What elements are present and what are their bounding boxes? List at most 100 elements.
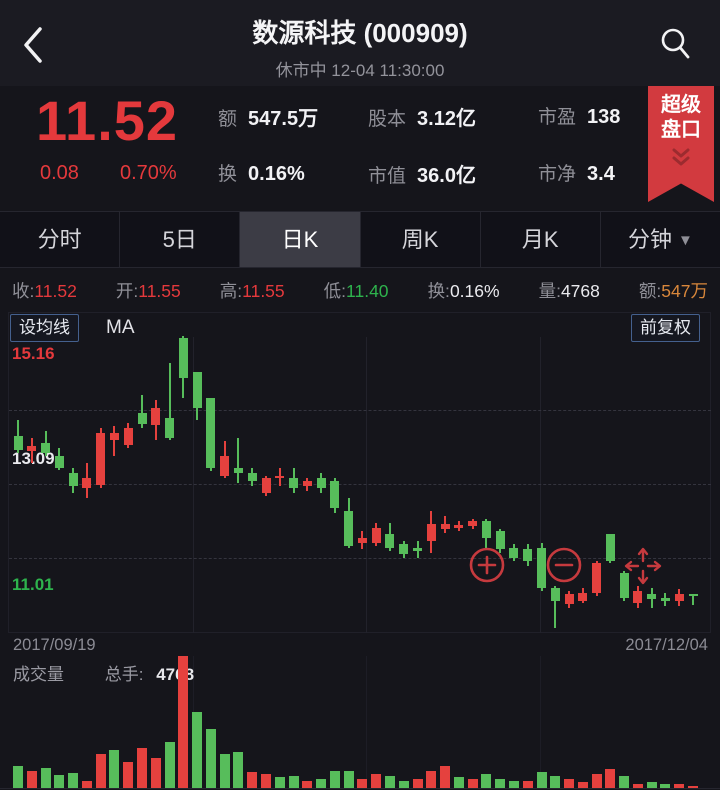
volume-bar [54,775,65,789]
vertical-gridline [366,656,367,788]
volume-bar [371,774,382,789]
volume-bar [205,729,216,789]
zoom-in-button[interactable] [467,545,507,590]
candle-body [137,413,147,424]
candle-body [275,475,285,479]
volume-bar [150,758,161,789]
quote-stat: 额 547.5万 [218,108,319,130]
volume-bar [632,784,643,789]
zoom-out-button[interactable] [544,545,584,590]
ohlc-stat: 高:11.55 [219,280,285,301]
tab-分时[interactable]: 分时 [0,212,121,267]
ohlc-stat: 低:11.40 [323,280,389,301]
pan-button[interactable] [619,542,667,595]
tab-月K[interactable]: 月K [481,212,601,267]
volume-bar [495,779,506,789]
badge-label-line1: 超级 [661,94,701,116]
candle-body [578,592,588,601]
back-button[interactable] [20,25,50,65]
candle-body [495,530,505,549]
volume-bar [247,772,258,789]
volume-bar [192,712,203,789]
volume-bar [178,656,189,789]
candle-wick [692,594,694,606]
candle-body [454,524,464,529]
volume-bar [13,766,23,789]
candle-body [330,480,340,509]
volume-bar [646,782,657,789]
chevron-left-icon [24,27,42,63]
vertical-gridline [193,337,194,633]
tab-日K[interactable]: 日K [240,212,361,267]
candle-wick [237,437,240,484]
kline-chart-frame [8,312,711,633]
candle-body [261,478,271,493]
volume-bar [261,774,271,789]
volume-bar [536,772,547,789]
candle-body [247,473,257,481]
candle-body [660,597,670,601]
candle-body [371,527,381,543]
ohlc-stat: 换:0.16% [427,280,500,301]
horizontal-gridline [9,484,711,485]
candle-body [357,537,367,543]
candle-body [178,338,188,379]
quote-stat: 市盈 138 [538,106,621,128]
volume-bar [288,776,299,789]
candle-wick [554,585,557,628]
volume-bar [316,779,327,789]
candle-body [68,472,78,486]
search-button[interactable] [658,26,692,62]
header-bar: 数源科技 (000909) 休市中 12-04 11:30:00 [0,0,720,86]
tab-周K[interactable]: 周K [361,212,481,267]
volume-bar [109,750,120,789]
badge-label-line2: 盘口 [661,119,701,141]
volume-bar [550,776,561,789]
volume-baseline [0,788,720,789]
date-start-label: 2017/09/19 [13,636,96,654]
candle-body [592,562,602,593]
tab-5日[interactable]: 5日 [120,212,241,267]
total-lots-value: 4768 [156,665,195,684]
volume-bar [508,781,519,789]
last-price: 11.52 [36,89,179,152]
ohlc-summary-row: 收:11.52 开:11.55 高:11.55 低:11.40 换:0.16% 量:476… [0,268,720,312]
tab-分钟[interactable]: 分钟 ▼ [601,212,720,267]
volume-bar [95,754,106,789]
ohlc-stat: 量:4768 [538,280,600,301]
quote-stats-grid: 额 547.5万 股本 3.12亿 市盈 138 换 0.16% 市值 36.0亿 市净 3.4 [218,102,658,188]
volume-bar [233,752,244,789]
volume-bar [164,742,175,789]
candle-body [633,590,643,603]
volume-bar [674,784,685,789]
vertical-gridline [540,337,541,633]
y-axis-label-mid: 13.09 [12,449,55,468]
page-title: 数源科技 (000909) [252,18,468,48]
volume-bar [68,773,79,789]
forward-adjust-button[interactable]: 前复权 [631,314,700,342]
candle-body [82,477,92,488]
minus-circle-icon [546,547,582,583]
volume-bar [522,781,533,789]
vertical-gridline [366,337,367,633]
candle-wick [113,425,116,456]
candle-body [289,477,298,488]
super-order-book-badge[interactable]: 超级 盘口 [648,86,714,202]
volume-bar [564,779,574,789]
candle-body [233,467,243,473]
candle-body [165,417,174,438]
volume-bar [219,754,230,789]
candle-body [550,587,560,601]
set-ma-button[interactable]: 设均线 [10,314,79,342]
period-tab-bar: 分时 5日 日K 周K 月K 分钟 ▼ [0,211,720,268]
volume-bar [274,777,285,789]
candle-body [316,478,326,488]
candle-body [605,533,615,561]
candle-body [399,543,409,554]
horizontal-gridline [9,558,711,559]
volume-bar [398,781,409,789]
volume-bar [40,768,51,789]
price-change-percent: 0.70% [120,162,177,184]
ohlc-stat: 收:11.52 [12,280,77,301]
